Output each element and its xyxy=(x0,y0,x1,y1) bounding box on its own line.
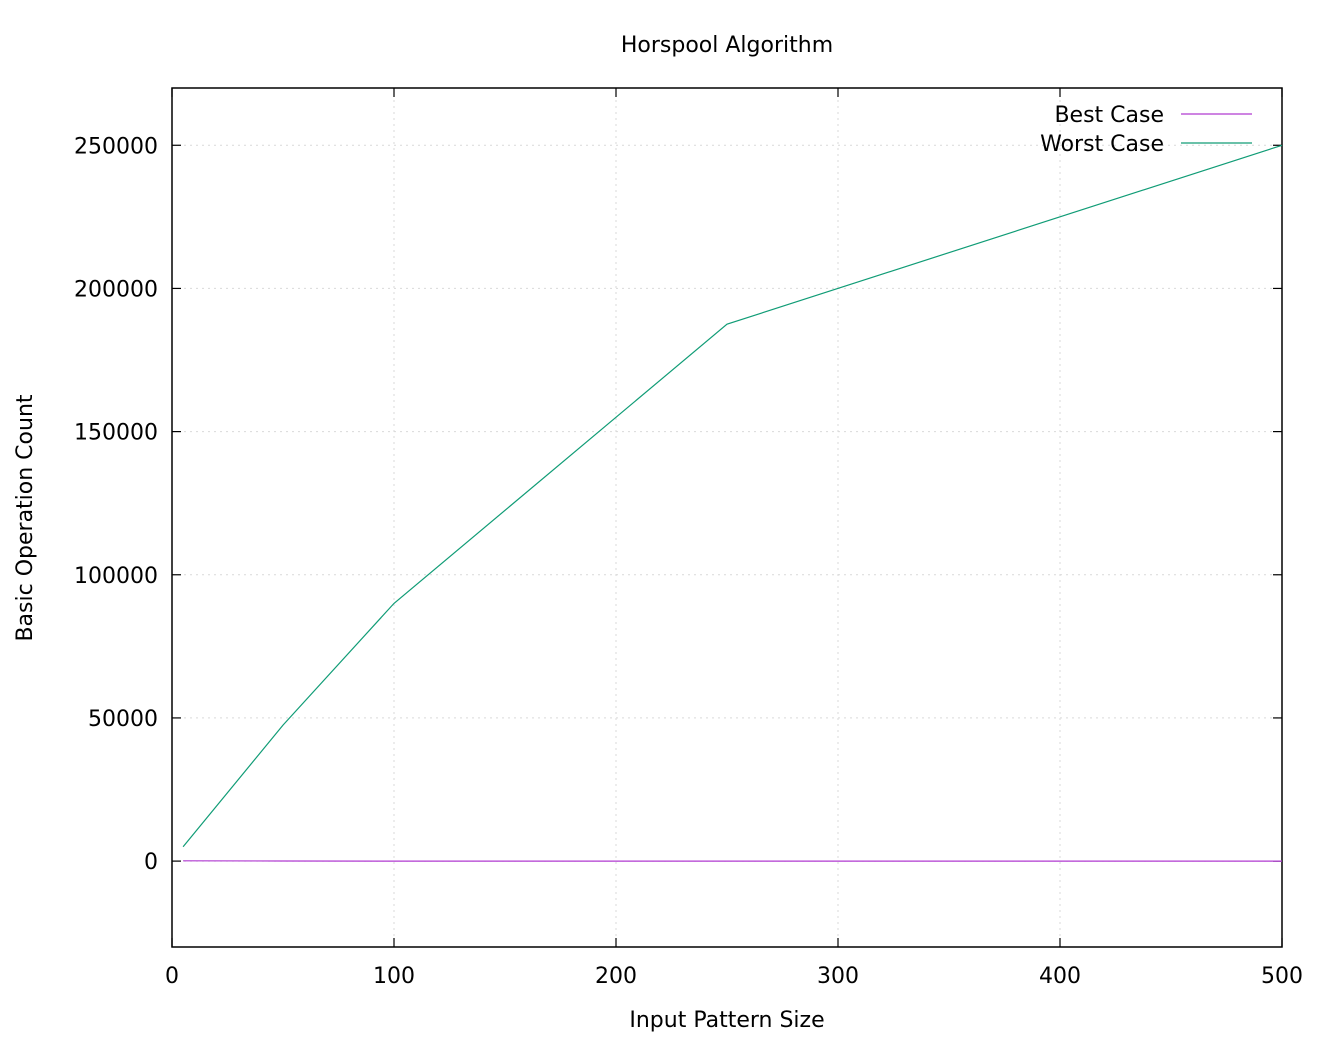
x-tick-label: 200 xyxy=(595,964,637,989)
legend-label-best-case: Best Case xyxy=(1054,103,1164,128)
worst-case-line xyxy=(182,144,1283,848)
y-axis-label: Basic Operation Count xyxy=(13,394,38,641)
y-tick-label: 200000 xyxy=(74,277,158,302)
y-tick-label: 250000 xyxy=(74,134,158,159)
y-tick-labels: 0 50000 100000 150000 200000 250000 xyxy=(74,134,158,875)
x-axis-label: Input Pattern Size xyxy=(629,1008,824,1033)
x-tick-labels: 0 100 200 300 400 500 xyxy=(165,964,1303,989)
x-tick-label: 0 xyxy=(165,964,179,989)
plot-frame xyxy=(171,87,1283,948)
grid-lines xyxy=(172,88,1282,947)
y-tick-label: 50000 xyxy=(88,707,158,732)
chart-title: Horspool Algorithm xyxy=(621,33,833,58)
x-tick-label: 300 xyxy=(817,964,859,989)
legend: Best Case Worst Case xyxy=(1040,103,1252,157)
y-tick-label: 0 xyxy=(144,850,158,875)
legend-label-worst-case: Worst Case xyxy=(1040,132,1164,157)
tick-marks xyxy=(171,88,1283,947)
x-tick-label: 100 xyxy=(373,964,415,989)
x-tick-label: 500 xyxy=(1261,964,1303,989)
x-tick-label: 400 xyxy=(1039,964,1081,989)
series-lines xyxy=(182,144,1283,862)
y-tick-label: 150000 xyxy=(74,421,158,446)
y-tick-label: 100000 xyxy=(74,564,158,589)
